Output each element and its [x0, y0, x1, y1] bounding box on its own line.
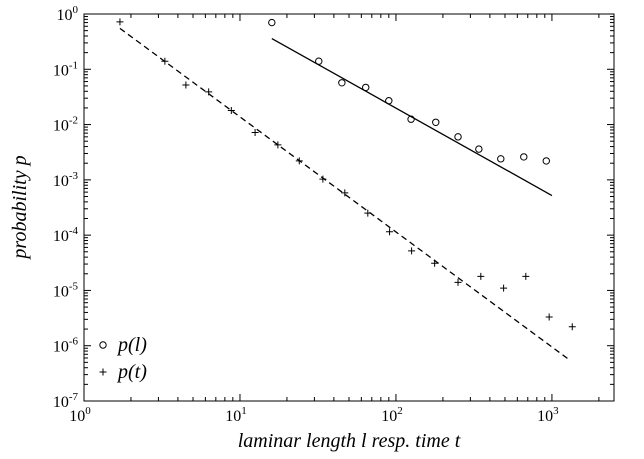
legend-label: p(t): [116, 361, 147, 383]
legend: p(l) p(t): [99, 334, 147, 383]
data-point-plus: [251, 128, 259, 136]
tick-group: 100 101 102 103 100 10-1 10-2 10-3 10-4 10-5 10-6 1…: [53, 4, 614, 425]
y-tick-label: 10-6: [53, 336, 79, 356]
legend-marker-plus: [99, 368, 107, 376]
data-point-plus: [431, 259, 439, 267]
data-point-plus: [295, 157, 303, 165]
x-axis-label: laminar length l resp. time t: [238, 430, 461, 452]
y-tick-label: 10-4: [53, 225, 79, 245]
data-point-plus: [545, 313, 553, 321]
data-point-circle: [520, 153, 528, 161]
y-tick-label: 10-3: [53, 170, 79, 190]
x-tick-label: 103: [537, 405, 559, 425]
data-point-plus: [161, 57, 169, 65]
data-point-plus: [364, 209, 372, 217]
data-point-circle: [315, 57, 323, 65]
data-point-plus: [319, 175, 327, 183]
data-point-plus: [205, 88, 213, 96]
data-point-circle: [542, 157, 550, 165]
legend-marker-circle: [99, 341, 107, 349]
data-point-plus: [477, 272, 485, 280]
data-point-circle: [432, 118, 440, 126]
x-tick-label: 102: [381, 405, 403, 425]
data-point-plus: [386, 228, 394, 236]
plot-frame: [83, 13, 615, 402]
data-point-plus: [182, 81, 190, 89]
data-point-plus: [116, 18, 124, 26]
data-point-plus: [454, 278, 462, 286]
data-point-plus: [341, 189, 349, 197]
y-tick-label: 10-2: [53, 115, 78, 135]
y-tick-label: 10-5: [53, 280, 79, 300]
data-point-plus: [408, 247, 416, 255]
x-tick-label: 100: [69, 405, 91, 425]
y-tick-label: 10-1: [53, 59, 78, 79]
data-point-plus: [522, 272, 530, 280]
data-point-circle: [497, 155, 505, 163]
data-point-circle: [475, 145, 483, 153]
data-point-circle: [268, 18, 276, 27]
data-point-circle: [385, 97, 393, 105]
y-tick-label: 10-7: [53, 391, 79, 411]
data-point-circle: [454, 133, 462, 141]
data-point-plus: [500, 284, 508, 292]
data-point-circle: [338, 79, 346, 87]
data-point-circle: [407, 115, 415, 123]
data-point-circle: [362, 83, 370, 92]
legend-label: p(l): [116, 334, 147, 356]
x-tick-label: 101: [225, 405, 247, 425]
data-point-plus: [274, 141, 282, 149]
data-point-plus: [227, 106, 235, 114]
data-point-plus: [568, 323, 576, 331]
data-marks: [116, 18, 576, 331]
fit-line-dashed: [119, 27, 571, 361]
y-axis-label: probability p: [9, 155, 31, 260]
y-tick-label: 100: [57, 4, 79, 24]
